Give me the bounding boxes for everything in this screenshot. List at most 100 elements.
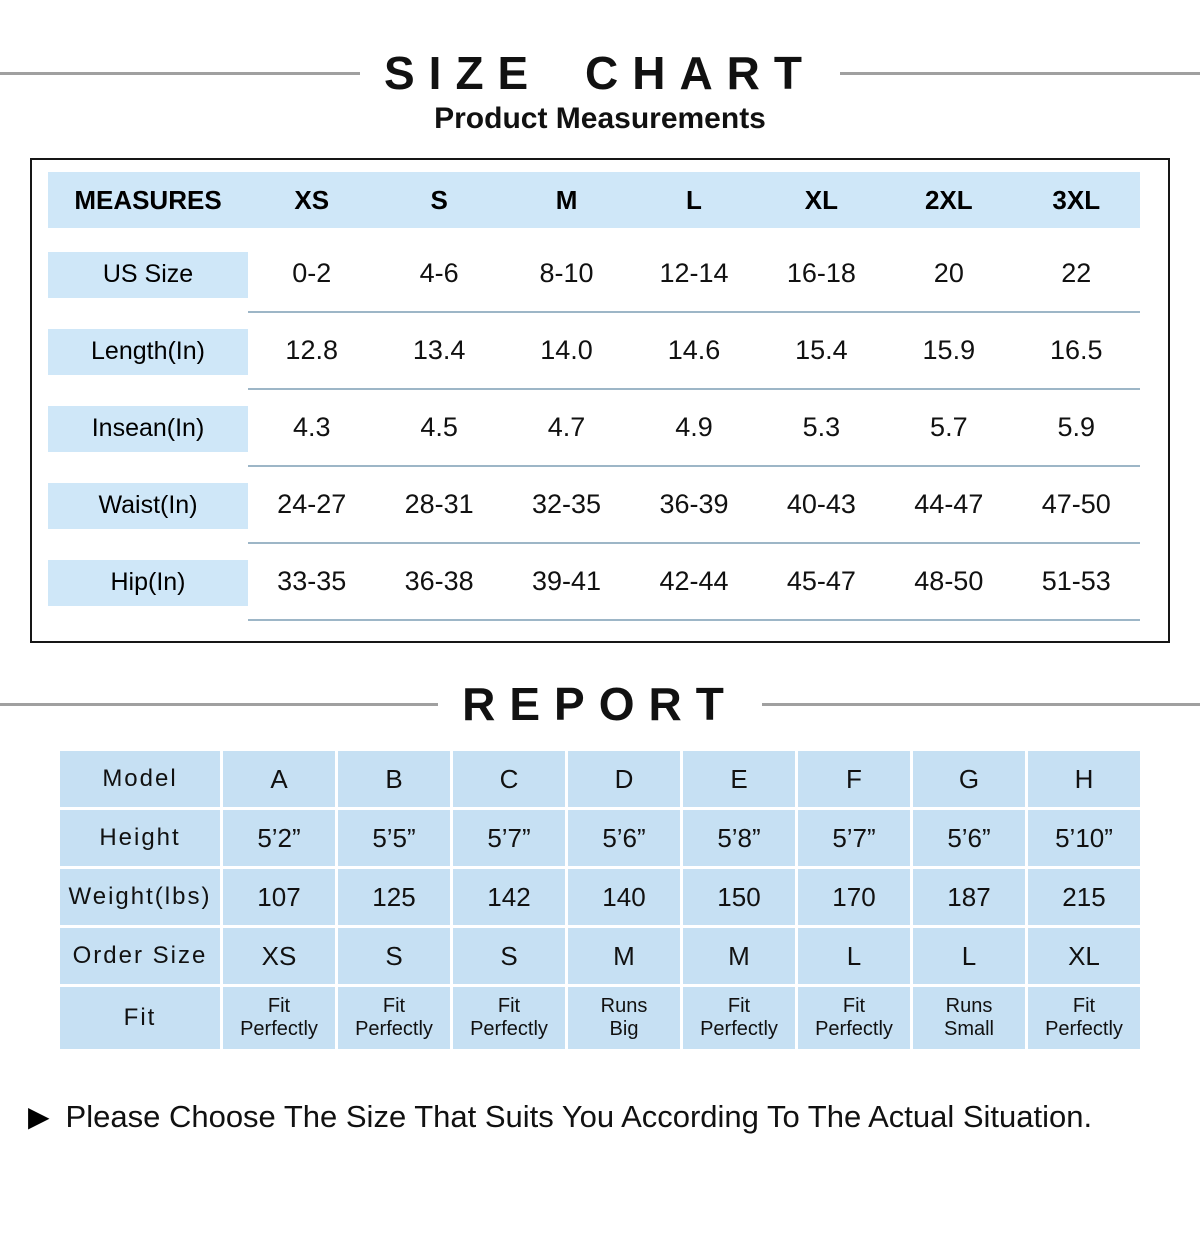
table-cell: 20 (933, 258, 964, 288)
report-cell: 5’5” (338, 810, 450, 866)
row-label: Waist(In) (48, 482, 248, 529)
report-cell: 5’8” (683, 810, 795, 866)
fit-value-line: Perfectly (700, 1018, 778, 1040)
table-cell: 47-50 (1041, 489, 1111, 519)
table-cell: 32-35 (532, 489, 602, 519)
table-cell: 12-14 (659, 258, 729, 288)
report-cell: 142 (453, 869, 565, 925)
table-cell: 0-2 (292, 258, 332, 288)
report-cell: 5’6” (913, 810, 1025, 866)
table-cell: 16.5 (1049, 335, 1103, 365)
table-cell: 44-47 (914, 489, 984, 519)
report-cell: M (568, 928, 680, 984)
column-header-s: S (430, 184, 448, 215)
table-row-waist: Waist(In) 24-27 28-31 32-35 36-39 40-43 … (32, 467, 1168, 544)
size-chart-header-row: MEASURES XS S M L XL 2XL 3XL (48, 172, 1140, 228)
fit-value-line: Perfectly (355, 1018, 433, 1040)
fit-value-line: Perfectly (1045, 1018, 1123, 1040)
row-values: 12.8 13.4 14.0 14.6 15.4 15.9 16.5 (248, 313, 1140, 390)
table-cell: 4.3 (292, 412, 331, 442)
report-row-label: Fit (60, 987, 220, 1049)
table-row-hip: Hip(In) 33-35 36-38 39-41 42-44 45-47 48… (32, 544, 1168, 621)
report-table: Model A B C D E F G H Height 5’2” 5’5” 5… (60, 751, 1140, 1049)
table-cell: 14.0 (540, 335, 593, 365)
report-cell: 170 (798, 869, 910, 925)
report-row-label: Height (60, 810, 220, 866)
report-cell: 5’7” (453, 810, 565, 866)
column-header-m: M (555, 184, 578, 215)
footnote: ▶ Please Choose The Size That Suits You … (28, 1099, 1182, 1135)
table-cell: 22 (1061, 258, 1092, 288)
report-cell: 215 (1028, 869, 1140, 925)
column-header-xs: XS (294, 184, 330, 215)
report-cell: 125 (338, 869, 450, 925)
table-cell: 4.7 (547, 412, 586, 442)
report-cell: 107 (223, 869, 335, 925)
report-cell: L (913, 928, 1025, 984)
report-cell: 5’10” (1028, 810, 1140, 866)
fit-value-line: Small (943, 1018, 994, 1040)
report-cell: 5’2” (223, 810, 335, 866)
subtitle: Product Measurements (434, 102, 766, 135)
row-values: 4.3 4.5 4.7 4.9 5.3 5.7 5.9 (248, 390, 1140, 467)
footnote-text: Please Choose The Size That Suits You Ac… (65, 1099, 1093, 1134)
table-cell: 16-18 (786, 258, 856, 288)
size-chart-table: MEASURES XS S M L XL 2XL 3XL US Size 0-2… (30, 158, 1170, 643)
table-cell: 13.4 (412, 335, 466, 365)
report-cell: Runs Small (913, 987, 1025, 1049)
table-cell: 15.9 (922, 335, 976, 365)
table-cell: 4-6 (419, 258, 459, 288)
column-header-measures: MEASURES (74, 184, 222, 215)
column-header-xl: XL (804, 184, 839, 215)
fit-value-line: Runs (600, 995, 648, 1017)
report-cell: S (453, 928, 565, 984)
report-cell: M (683, 928, 795, 984)
decorative-line (761, 702, 1200, 706)
size-chart-title-row: SIZE CHART (0, 46, 1200, 100)
report-cell: Runs Big (568, 987, 680, 1049)
row-values: 24-27 28-31 32-35 36-39 40-43 44-47 47-5… (248, 467, 1140, 544)
table-cell: 4.9 (675, 412, 713, 442)
fit-value-line: Fit (267, 995, 291, 1017)
report-cell: 187 (913, 869, 1025, 925)
report-cell: Fit Perfectly (798, 987, 910, 1049)
table-cell: 12.8 (285, 335, 338, 365)
row-label: Length(In) (48, 328, 248, 375)
report-cell: H (1028, 751, 1140, 807)
report-cell: 5’7” (798, 810, 910, 866)
report-cell: A (223, 751, 335, 807)
report-cell: C (453, 751, 565, 807)
table-cell: 51-53 (1041, 566, 1111, 596)
fit-value-line: Fit (727, 995, 751, 1017)
decorative-line (840, 71, 1200, 75)
report-cell: XS (223, 928, 335, 984)
report-cell: Fit Perfectly (223, 987, 335, 1049)
report-cell: D (568, 751, 680, 807)
report-cell: G (913, 751, 1025, 807)
table-cell: 39-41 (532, 566, 602, 596)
fit-value-line: Perfectly (815, 1018, 893, 1040)
report-cell: XL (1028, 928, 1140, 984)
arrow-right-icon: ▶ (28, 1101, 50, 1132)
page-title: SIZE CHART (384, 47, 816, 99)
decorative-line (0, 702, 439, 706)
row-values: 0-2 4-6 8-10 12-14 16-18 20 22 (248, 236, 1140, 313)
table-cell: 5.3 (802, 412, 841, 442)
fit-value-line: Big (609, 1018, 639, 1040)
report-cell: F (798, 751, 910, 807)
report-title: REPORT (462, 678, 738, 730)
fit-value-line: Fit (1072, 995, 1096, 1017)
decorative-line (0, 71, 360, 75)
column-header-3xl: 3XL (1052, 184, 1101, 215)
table-cell: 14.6 (667, 335, 721, 365)
row-values: 33-35 36-38 39-41 42-44 45-47 48-50 51-5… (248, 544, 1140, 621)
table-cell: 8-10 (539, 258, 594, 288)
report-cell: Fit Perfectly (683, 987, 795, 1049)
report-cell: L (798, 928, 910, 984)
table-cell: 28-31 (404, 489, 474, 519)
report-row-label: Model (60, 751, 220, 807)
table-cell: 45-47 (786, 566, 856, 596)
table-cell: 40-43 (786, 489, 856, 519)
table-cell: 36-38 (404, 566, 474, 596)
table-row-insean: Insean(In) 4.3 4.5 4.7 4.9 5.3 5.7 5.9 (32, 390, 1168, 467)
